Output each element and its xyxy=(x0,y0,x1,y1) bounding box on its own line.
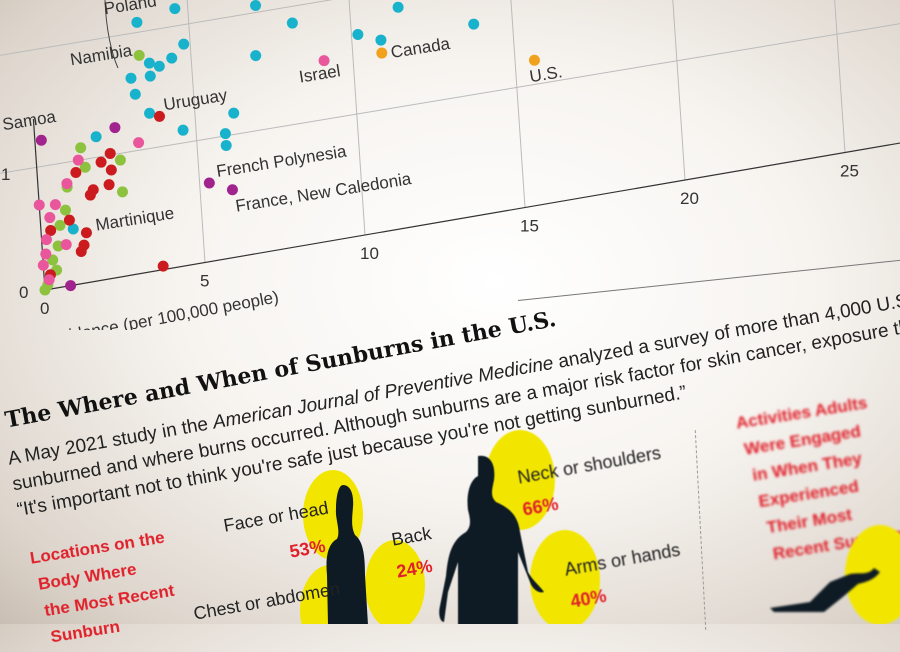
x-tick-label: 0 xyxy=(40,299,49,318)
gridline-x xyxy=(510,0,526,208)
data-point xyxy=(109,122,121,134)
data-point xyxy=(40,248,52,260)
data-point xyxy=(65,280,77,292)
body-figures xyxy=(300,430,900,624)
highlight-neck xyxy=(485,430,555,530)
data-point xyxy=(169,3,181,15)
data-point xyxy=(153,60,165,72)
data-point xyxy=(177,124,189,136)
data-point xyxy=(95,156,107,168)
data-point xyxy=(129,88,141,100)
data-point xyxy=(59,204,71,216)
data-point xyxy=(61,178,73,190)
data-point xyxy=(79,161,91,173)
data-point xyxy=(375,34,387,46)
data-point xyxy=(45,225,57,237)
data-point xyxy=(49,199,61,211)
data-point xyxy=(104,147,116,159)
data-point xyxy=(286,17,298,29)
data-point xyxy=(528,54,540,66)
data-point xyxy=(133,137,145,149)
gridline-y xyxy=(0,23,900,174)
data-point xyxy=(468,18,480,30)
y-axis-bracket xyxy=(104,0,119,69)
data-point xyxy=(105,164,117,176)
data-point xyxy=(125,72,137,84)
highlight-back xyxy=(365,540,425,624)
data-point xyxy=(35,134,47,146)
data-point xyxy=(72,154,84,166)
data-point xyxy=(250,0,262,12)
data-point xyxy=(228,107,240,119)
data-point xyxy=(376,47,388,59)
data-point xyxy=(318,55,330,67)
data-point xyxy=(144,107,156,119)
highlight-arms xyxy=(530,530,600,624)
data-point xyxy=(392,1,404,13)
data-point xyxy=(67,223,79,235)
data-point xyxy=(54,219,66,231)
y-tick-label: 1 xyxy=(1,165,10,184)
data-point xyxy=(352,28,364,40)
data-point xyxy=(178,38,190,50)
gridline-x xyxy=(834,0,846,153)
data-point xyxy=(157,260,169,272)
gridline-x xyxy=(348,0,366,236)
data-point xyxy=(84,189,96,201)
country-label: U.S. xyxy=(528,62,564,86)
data-point xyxy=(117,186,129,198)
data-point xyxy=(133,49,145,61)
data-point xyxy=(90,131,102,143)
swimmer-silhouette-icon xyxy=(770,568,880,612)
data-point xyxy=(203,177,215,189)
data-point xyxy=(114,154,126,166)
data-point xyxy=(143,57,155,69)
x-tick-label: 5 xyxy=(200,272,209,291)
y-tick-label: 0 xyxy=(19,283,28,302)
x-tick-label: 15 xyxy=(520,217,539,236)
data-point xyxy=(226,184,238,196)
data-point xyxy=(44,212,56,224)
data-point xyxy=(166,52,178,64)
data-point xyxy=(131,16,143,28)
x-axis xyxy=(44,142,900,291)
data-point xyxy=(75,142,87,154)
x-tick-label: 20 xyxy=(680,189,699,208)
data-point xyxy=(60,239,72,251)
x-tick-label: 25 xyxy=(840,162,859,181)
data-point xyxy=(37,259,49,271)
gridline-y xyxy=(0,0,334,56)
infographic: The Where and When of Sunburns in the U.… xyxy=(3,258,900,646)
data-point xyxy=(63,214,75,226)
gridlines xyxy=(0,0,900,263)
data-point xyxy=(33,199,45,211)
gridline-x xyxy=(186,0,206,263)
x-tick-label: 10 xyxy=(360,244,379,263)
data-point xyxy=(250,50,262,62)
gridline-x xyxy=(672,0,686,181)
data-point xyxy=(153,110,165,122)
data-point xyxy=(43,274,55,286)
data-point xyxy=(220,139,232,151)
data-point xyxy=(40,234,52,246)
woman-silhouette-icon xyxy=(326,485,368,624)
data-point xyxy=(144,70,156,82)
data-point xyxy=(219,128,231,140)
man-silhouette-icon xyxy=(439,455,544,624)
data-point xyxy=(75,246,87,258)
data-point xyxy=(80,227,92,239)
data-point xyxy=(70,166,82,178)
data-point xyxy=(103,179,115,191)
